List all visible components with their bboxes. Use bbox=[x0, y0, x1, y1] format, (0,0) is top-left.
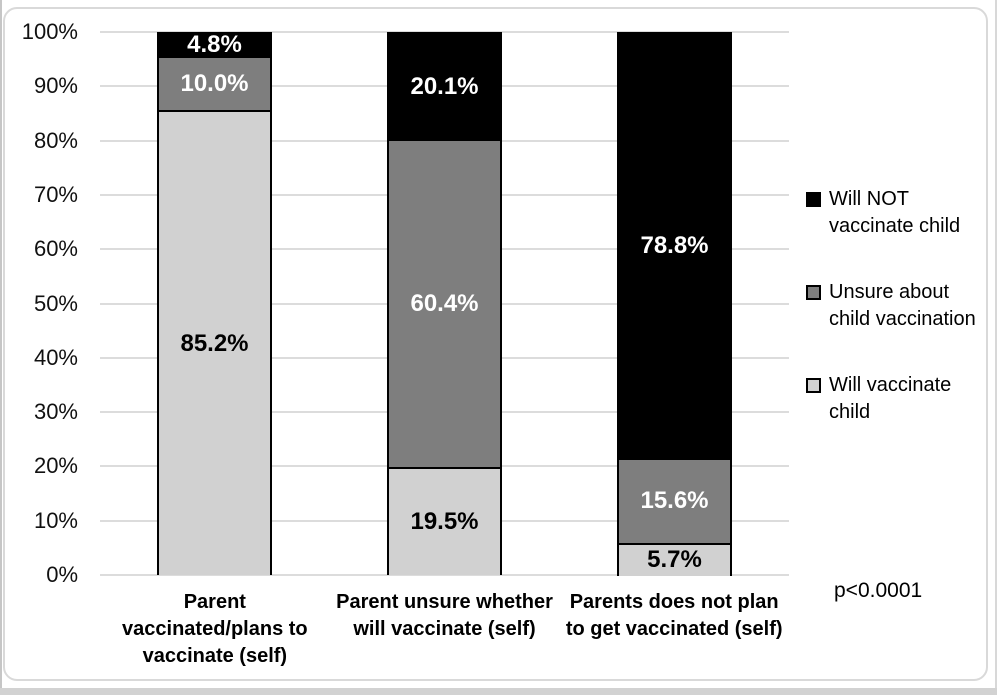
data-label: 5.7% bbox=[647, 546, 702, 574]
legend-label: Will vaccinate child bbox=[829, 374, 952, 423]
bar-3: 78.8% 15.6% 5.7% bbox=[617, 32, 732, 576]
data-label: 85.2% bbox=[180, 329, 249, 357]
legend-item: Will vaccinate child bbox=[806, 372, 996, 426]
bar-segment: 60.4% bbox=[387, 139, 502, 470]
bar-segment: 5.7% bbox=[617, 542, 732, 576]
legend-swatch-icon bbox=[806, 285, 821, 300]
bar-1: 4.8% 10.0% 85.2% bbox=[157, 32, 272, 575]
data-label: 19.5% bbox=[410, 508, 479, 536]
category-label: Parents does not plan to get vaccinated … bbox=[565, 591, 783, 640]
legend-label: Will NOT vaccinate child bbox=[829, 188, 961, 237]
legend-label: Unsure about child vaccination bbox=[829, 281, 976, 330]
y-axis-tick-label: 20% bbox=[33, 453, 78, 479]
data-label: 78.8% bbox=[640, 231, 709, 259]
bar-segment: 4.8% bbox=[157, 31, 272, 59]
y-axis-tick-label: 80% bbox=[33, 127, 78, 153]
data-label: 4.8% bbox=[187, 31, 242, 59]
bar-segment: 19.5% bbox=[387, 467, 502, 575]
y-axis-tick-label: 30% bbox=[33, 399, 78, 425]
bar-segment: 10.0% bbox=[157, 56, 272, 113]
page-edge-right bbox=[995, 0, 997, 695]
y-axis-tick-labels: 0% 10% 20% 30% 40% 50% 60% 70% 80% 90% 100% bbox=[0, 21, 78, 586]
p-value-annotation: p<0.0001 bbox=[834, 579, 923, 602]
y-axis-tick-label: 100% bbox=[21, 19, 78, 44]
bar-segment: 20.1% bbox=[387, 32, 502, 142]
x-axis-category-labels: Parent vaccinated/plans to vaccinate (se… bbox=[100, 589, 789, 670]
legend-item: Unsure about child vaccination bbox=[806, 279, 996, 333]
legend-swatch-icon bbox=[806, 192, 821, 207]
data-label: 60.4% bbox=[410, 290, 479, 318]
legend-swatch-icon bbox=[806, 378, 821, 393]
plot-area: 4.8% 10.0% 85.2% 20.1% 60.4% 19.5% 78.8% 15.6% 5… bbox=[100, 31, 789, 576]
bar-segment: 85.2% bbox=[157, 110, 272, 575]
y-axis-tick-label: 0% bbox=[46, 562, 78, 587]
y-axis-tick-label: 90% bbox=[33, 73, 78, 99]
data-label: 10.0% bbox=[180, 70, 249, 98]
y-axis-tick-label: 70% bbox=[33, 181, 78, 207]
y-axis-tick-label: 10% bbox=[33, 507, 78, 533]
y-axis-tick-label: 60% bbox=[33, 236, 78, 262]
page-edge-bottom bbox=[0, 688, 997, 695]
data-label: 20.1% bbox=[410, 72, 479, 100]
bar-segment: 78.8% bbox=[617, 32, 732, 460]
bar-2: 20.1% 60.4% 19.5% bbox=[387, 32, 502, 575]
legend-item: Will NOT vaccinate child bbox=[806, 186, 996, 240]
bar-segment: 15.6% bbox=[617, 457, 732, 545]
category-label: Parent unsure whether will vaccinate (se… bbox=[336, 591, 553, 640]
y-axis-tick-label: 50% bbox=[33, 290, 78, 316]
legend: Will NOT vaccinate child Unsure about chi… bbox=[806, 186, 996, 465]
page-edge-left bbox=[0, 0, 2, 695]
gridline bbox=[100, 574, 789, 576]
y-axis-tick-label: 40% bbox=[33, 344, 78, 370]
category-label: Parent vaccinated/plans to vaccinate (se… bbox=[122, 591, 308, 667]
data-label: 15.6% bbox=[640, 487, 709, 515]
